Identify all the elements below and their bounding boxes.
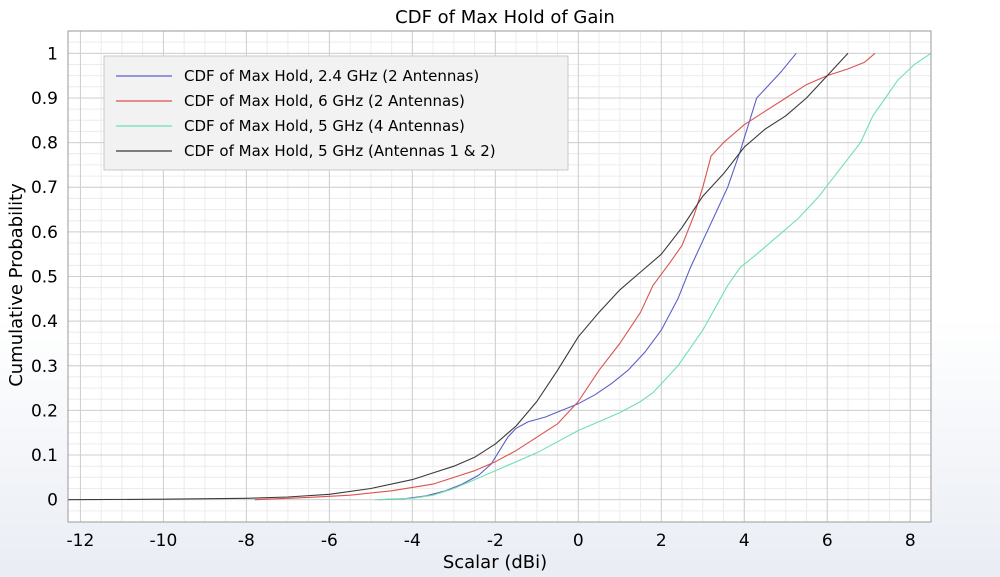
- x-tick-label: -12: [67, 531, 95, 551]
- y-tick-label: 0.9: [31, 89, 58, 109]
- y-tick-label: 0.3: [31, 357, 58, 377]
- x-tick-labels: -12 -10 -8 -6 -4 -2 0 2 4 6 8: [67, 531, 916, 551]
- y-tick-labels: 0 0.1 0.2 0.3 0.4 0.5 0.6 0.7 0.8 0.9 1: [31, 44, 58, 510]
- legend-box: [103, 55, 569, 171]
- y-tick-label: 0.6: [31, 223, 58, 243]
- x-tick-label: 6: [822, 531, 833, 551]
- plot-frame: [67, 30, 932, 523]
- y-tick-label: 0.4: [31, 312, 58, 332]
- series-line-3: [374, 52, 932, 501]
- x-tick-label: -2: [487, 531, 504, 551]
- x-axis-title: Scalar (dBi): [443, 552, 547, 573]
- x-tick-label: -6: [321, 531, 338, 551]
- series-line-2: [254, 52, 876, 501]
- y-tick-label: 0.7: [31, 178, 58, 198]
- x-tick-label: 0: [573, 531, 584, 551]
- y-axis-title: Cumulative Probability: [6, 183, 27, 387]
- legend-entry-2: CDF of Max Hold, 6 GHz (2 Antennas): [184, 92, 465, 110]
- x-tick-label: -4: [404, 531, 421, 551]
- y-tick-label: 0.1: [31, 446, 58, 466]
- y-tick-label: 0.5: [31, 268, 58, 288]
- y-tick-label: 0.2: [31, 401, 58, 421]
- x-tick-label: 2: [656, 531, 667, 551]
- x-tick-label: 4: [739, 531, 750, 551]
- legend-entry-1: CDF of Max Hold, 2.4 GHz (2 Antennas): [184, 67, 479, 85]
- x-tick-label: -10: [150, 531, 178, 551]
- x-tick-label: -8: [238, 531, 255, 551]
- legend-entry-4: CDF of Max Hold, 5 GHz (Antennas 1 & 2): [184, 142, 496, 160]
- x-tick-label: 8: [905, 531, 916, 551]
- legend: CDF of Max Hold, 2.4 GHz (2 Antennas) CDF…: [103, 55, 569, 171]
- series-layer: [67, 52, 932, 501]
- legend-entry-3: CDF of Max Hold, 5 GHz (4 Antennas): [184, 117, 465, 135]
- chart-title: CDF of Max Hold of Gain: [395, 7, 615, 28]
- y-tick-label: 1: [47, 44, 58, 64]
- series-line-1: [379, 52, 797, 501]
- y-tick-label: 0: [47, 491, 58, 511]
- y-tick-label: 0.8: [31, 134, 58, 154]
- series-line-4: [67, 52, 849, 501]
